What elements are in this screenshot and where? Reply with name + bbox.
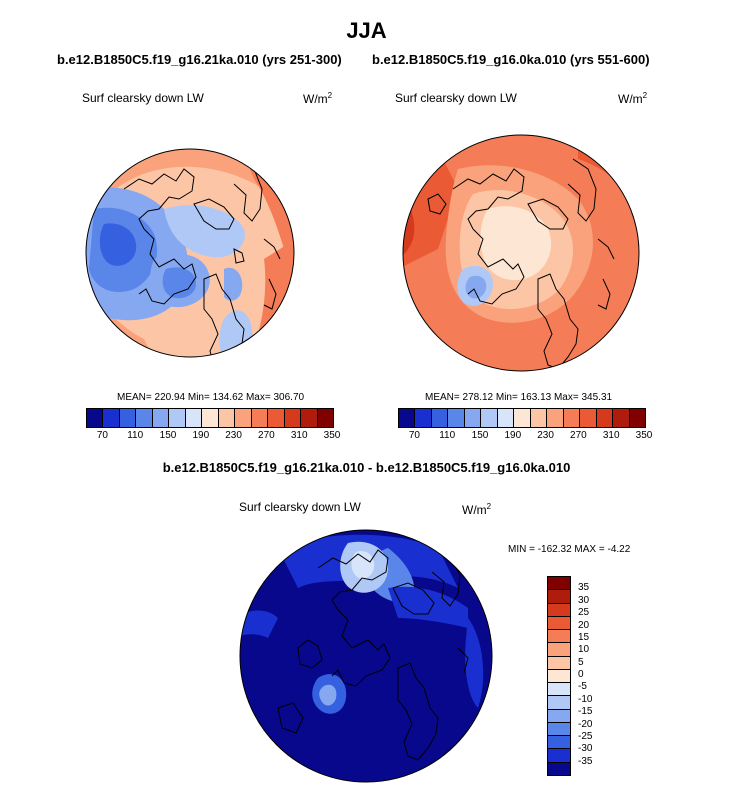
colorbar-swatch bbox=[268, 409, 285, 427]
colorbar-tick-label: 0 bbox=[578, 669, 584, 680]
colorbar-tick-label: -35 bbox=[578, 755, 593, 767]
colorbar-swatch bbox=[103, 409, 120, 427]
colorbar-swatch bbox=[169, 409, 186, 427]
colorbar-tick-label: 70 bbox=[96, 430, 108, 441]
right-colorbar bbox=[398, 408, 646, 428]
diff-stats: MIN = -162.32 MAX = -4.22 bbox=[508, 544, 631, 555]
colorbar-tick-label: 110 bbox=[439, 430, 456, 441]
right-units-label: W/m2 bbox=[618, 91, 648, 106]
colorbar-tick-label: 10 bbox=[578, 644, 590, 656]
right-variable-label: Surf clearsky down LW bbox=[395, 91, 517, 105]
colorbar-swatch bbox=[548, 696, 570, 710]
colorbar-swatch bbox=[548, 762, 570, 775]
right-polar-map bbox=[402, 134, 640, 372]
colorbar-swatch bbox=[136, 409, 153, 427]
colorbar-swatch bbox=[548, 616, 570, 631]
colorbar-swatch bbox=[547, 409, 564, 427]
right-panel-case-title: b.e12.B1850C5.f19_g16.0ka.010 (yrs 551-6… bbox=[372, 52, 650, 67]
colorbar-tick-label: 310 bbox=[290, 430, 308, 441]
colorbar-swatch bbox=[629, 409, 646, 427]
colorbar-swatch bbox=[514, 409, 531, 427]
colorbar-tick-label: 150 bbox=[159, 430, 177, 441]
colorbar-tick-label: 20 bbox=[578, 619, 590, 631]
colorbar-tick-label: 230 bbox=[537, 430, 554, 441]
left-units-label: W/m2 bbox=[303, 91, 333, 106]
colorbar-tick-label: -5 bbox=[578, 681, 587, 693]
left-colorbar bbox=[86, 408, 334, 428]
colorbar-swatch bbox=[580, 409, 597, 427]
figure-title: JJA bbox=[346, 18, 387, 43]
diff-units-label: W/m2 bbox=[462, 502, 492, 517]
colorbar-swatch bbox=[548, 643, 570, 657]
colorbar-swatch bbox=[497, 409, 515, 427]
colorbar-tick-label: 270 bbox=[258, 430, 275, 441]
colorbar-tick-label: 350 bbox=[635, 430, 653, 441]
left-polar-map bbox=[85, 148, 295, 358]
colorbar-tick-label: 15 bbox=[578, 631, 590, 643]
colorbar-tick-label: 30 bbox=[578, 594, 590, 606]
colorbar-swatch bbox=[548, 577, 570, 591]
right-stats: MEAN= 278.12 Min= 163.13 Max= 345.31 bbox=[425, 392, 613, 403]
colorbar-swatch bbox=[399, 409, 416, 427]
colorbar-swatch bbox=[613, 409, 630, 427]
colorbar-swatch bbox=[548, 630, 570, 644]
colorbar-swatch bbox=[548, 683, 570, 697]
colorbar-swatch bbox=[284, 409, 302, 427]
colorbar-swatch bbox=[464, 409, 482, 427]
colorbar-swatch bbox=[448, 409, 465, 427]
diff-polar-map bbox=[239, 529, 493, 783]
colorbar-tick-label: 5 bbox=[578, 656, 584, 668]
colorbar-tick-label: -15 bbox=[578, 706, 593, 718]
colorbar-swatch bbox=[202, 409, 219, 427]
colorbar-swatch bbox=[317, 409, 334, 427]
colorbar-swatch bbox=[218, 409, 236, 427]
colorbar-swatch bbox=[185, 409, 203, 427]
colorbar-tick-label: 230 bbox=[225, 430, 242, 441]
colorbar-tick-label: 110 bbox=[127, 430, 144, 441]
left-variable-label: Surf clearsky down LW bbox=[82, 91, 204, 105]
colorbar-swatch bbox=[548, 603, 570, 617]
left-panel-case-title: b.e12.B1850C5.f19_g16.21ka.010 (yrs 251-… bbox=[57, 52, 342, 67]
colorbar-swatch bbox=[548, 669, 570, 684]
right-colorbar-ticks: 70 110 150 190 230 270 310 350 bbox=[398, 430, 653, 444]
colorbar-swatch bbox=[235, 409, 252, 427]
colorbar-swatch bbox=[119, 409, 137, 427]
colorbar-swatch bbox=[548, 656, 570, 670]
colorbar-tick-label: -10 bbox=[578, 693, 593, 705]
colorbar-swatch bbox=[431, 409, 449, 427]
colorbar-swatch bbox=[415, 409, 432, 427]
colorbar-swatch bbox=[87, 409, 104, 427]
colorbar-swatch bbox=[548, 736, 570, 750]
diff-colorbar-ticks: 35 30 25 20 15 10 5 0 -5 -10 -15 -20 -25 -30 -35 bbox=[578, 576, 618, 774]
colorbar-tick-label: 25 bbox=[578, 607, 590, 619]
colorbar-tick-label: -30 bbox=[578, 743, 593, 755]
colorbar-swatch bbox=[548, 709, 570, 723]
left-stats: MEAN= 220.94 Min= 134.62 Max= 306.70 bbox=[117, 392, 305, 403]
colorbar-swatch bbox=[548, 722, 570, 737]
left-colorbar-ticks: 70 110 150 190 230 270 310 350 bbox=[86, 430, 341, 444]
colorbar-swatch bbox=[251, 409, 269, 427]
colorbar-swatch bbox=[152, 409, 170, 427]
colorbar-swatch bbox=[563, 409, 581, 427]
colorbar-swatch bbox=[530, 409, 548, 427]
colorbar-tick-label: -25 bbox=[578, 730, 593, 742]
colorbar-swatch bbox=[548, 749, 570, 763]
diff-variable-label: Surf clearsky down LW bbox=[239, 500, 361, 514]
difference-title: b.e12.B1850C5.f19_g16.21ka.010 - b.e12.B… bbox=[162, 460, 571, 475]
colorbar-tick-label: -20 bbox=[578, 718, 593, 730]
colorbar-swatch bbox=[548, 590, 570, 604]
colorbar-tick-label: 70 bbox=[408, 430, 420, 441]
colorbar-swatch bbox=[481, 409, 498, 427]
diff-colorbar bbox=[547, 576, 571, 776]
colorbar-tick-label: 310 bbox=[602, 430, 620, 441]
colorbar-tick-label: 190 bbox=[192, 430, 210, 441]
colorbar-tick-label: 35 bbox=[578, 582, 590, 594]
colorbar-tick-label: 270 bbox=[570, 430, 587, 441]
colorbar-tick-label: 350 bbox=[323, 430, 341, 441]
colorbar-swatch bbox=[301, 409, 318, 427]
colorbar-tick-label: 150 bbox=[471, 430, 489, 441]
colorbar-tick-label: 190 bbox=[504, 430, 522, 441]
colorbar-swatch bbox=[596, 409, 614, 427]
